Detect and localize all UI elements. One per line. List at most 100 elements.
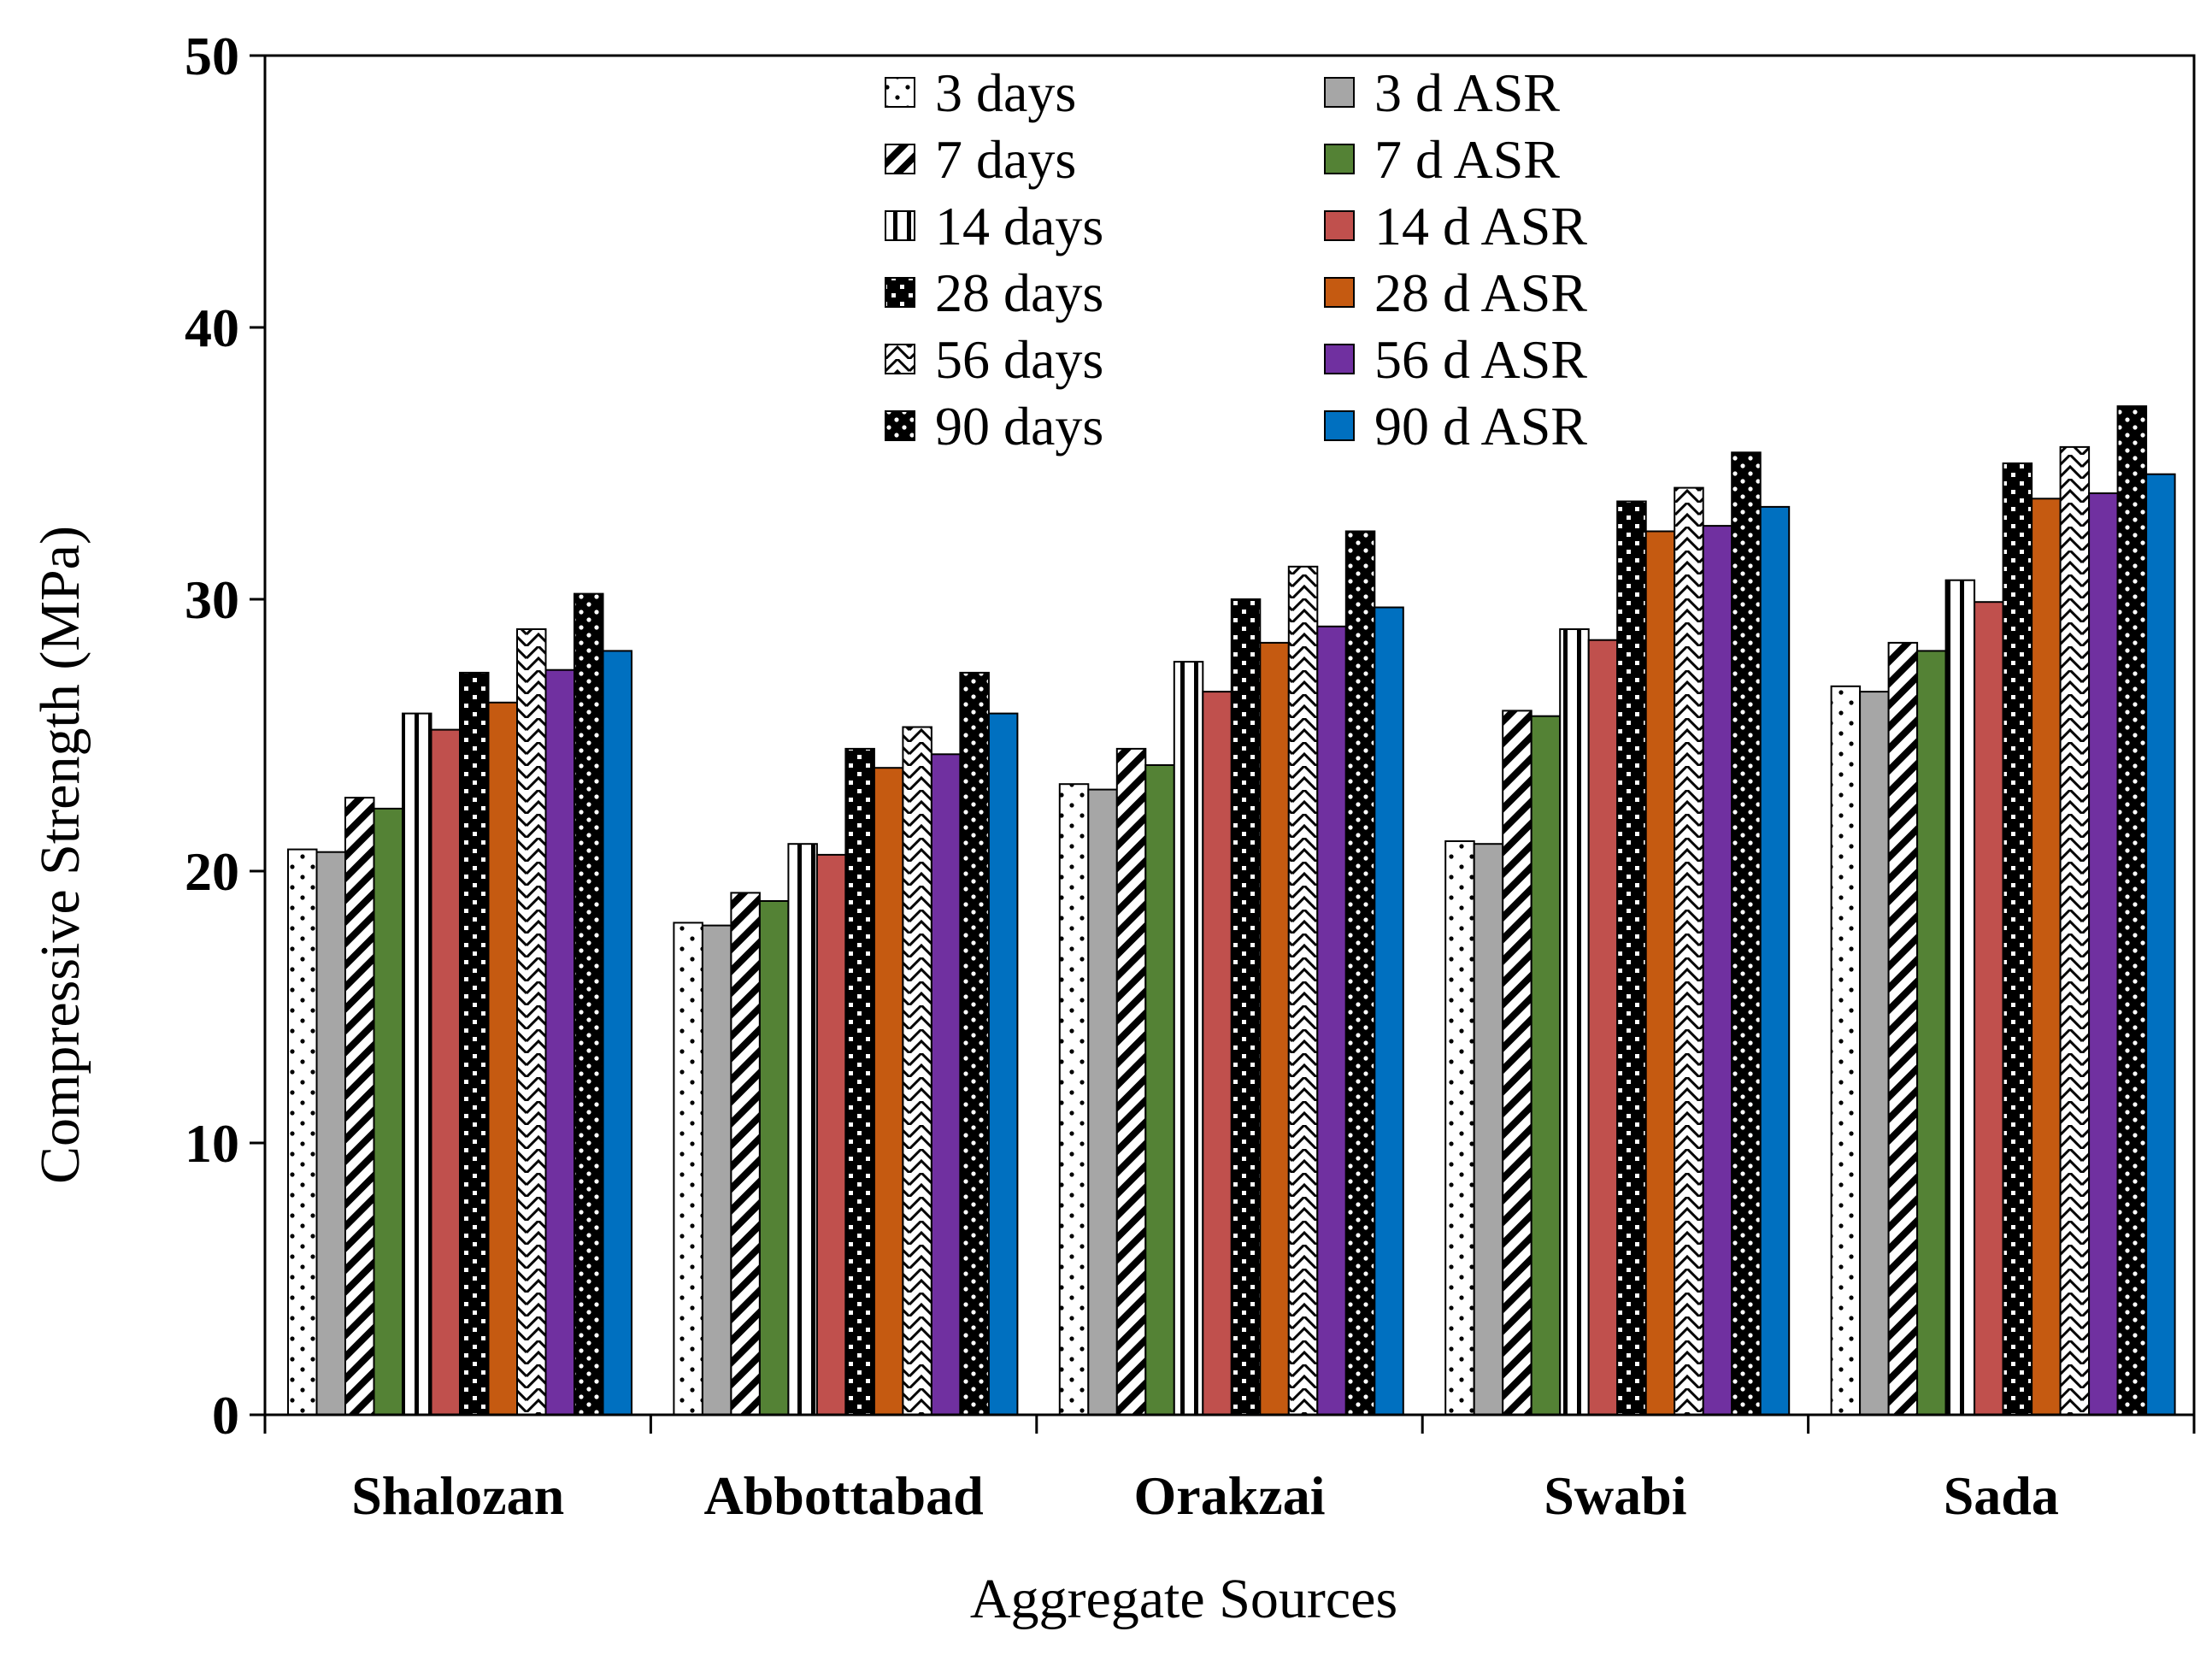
- y-tick-label-30: 30: [185, 569, 239, 630]
- legend-label-7-d-asr: 7 d ASR: [1374, 129, 1560, 190]
- bar-orakzai-7-days: [1115, 747, 1147, 1416]
- axes-layer: 0 10 20 30 40 50 Shalozan Abbottabad Orakzai Swab…: [185, 26, 2196, 1526]
- x-category-label-orakzai: Orakzai: [1134, 1465, 1326, 1526]
- x-category-label-swabi: Swabi: [1544, 1465, 1686, 1526]
- bar-swabi-56-days: [1674, 486, 1704, 1416]
- bar-abbottabad-3-days: [673, 922, 703, 1416]
- bar-orakzai-28-d-asr: [1259, 641, 1290, 1416]
- bar-swabi-90-d-asr: [1759, 505, 1791, 1416]
- bar-swabi-28-days: [1616, 500, 1647, 1416]
- bar-swabi-28-d-asr: [1644, 530, 1676, 1416]
- bar-shalozan-3-d-asr: [315, 851, 346, 1416]
- bar-shalozan-90-days: [574, 592, 604, 1416]
- x-category-label-shalozan: Shalozan: [351, 1465, 564, 1526]
- bar-sada-28-d-asr: [2031, 498, 2062, 1416]
- legend-swatch-14-days: [885, 210, 915, 241]
- y-tick-label-40: 40: [185, 297, 239, 358]
- y-tick-label-50: 50: [185, 26, 239, 86]
- bar-sada-7-days: [1887, 641, 1919, 1416]
- legend-swatch-28-d-asr: [1324, 277, 1355, 308]
- legend-label-28-days: 28 days: [935, 262, 1103, 323]
- bar-orakzai-90-d-asr: [1374, 606, 1404, 1416]
- bar-sada-3-d-asr: [1859, 691, 1890, 1416]
- bar-abbottabad-7-days: [730, 892, 761, 1416]
- bar-swabi-7-d-asr: [1530, 715, 1562, 1416]
- bar-abbottabad-90-d-asr: [987, 712, 1019, 1416]
- bar-shalozan-56-days: [516, 628, 547, 1416]
- bar-shalozan-14-d-asr: [430, 728, 461, 1416]
- legend-swatch-90-days: [885, 410, 915, 441]
- legend-swatch-56-d-asr: [1324, 344, 1355, 374]
- bar-sada-14-days: [1944, 579, 1976, 1416]
- bar-orakzai-56-days: [1287, 565, 1319, 1416]
- bar-sada-56-d-asr: [2088, 492, 2119, 1416]
- bar-orakzai-3-d-asr: [1087, 788, 1118, 1416]
- bar-orakzai-14-d-asr: [1202, 691, 1232, 1416]
- bar-abbottabad-3-d-asr: [701, 924, 732, 1416]
- legend-swatch-28-days: [885, 277, 915, 308]
- legend-swatch-7-d-asr: [1324, 144, 1355, 174]
- bar-orakzai-3-days: [1058, 783, 1090, 1416]
- bars-layer: [287, 405, 2176, 1417]
- bar-shalozan-3-days: [287, 848, 318, 1416]
- bar-abbottabad-90-days: [959, 671, 990, 1416]
- y-tick-label-0: 0: [212, 1385, 239, 1446]
- bar-shalozan-90-d-asr: [602, 650, 632, 1416]
- legend-label-7-days: 7 days: [935, 129, 1076, 190]
- bar-abbottabad-14-d-asr: [815, 853, 847, 1416]
- bar-orakzai-90-days: [1344, 530, 1376, 1416]
- bar-sada-3-days: [1830, 685, 1862, 1416]
- bar-shalozan-56-d-asr: [544, 669, 575, 1416]
- legend-label-56-d-asr: 56 d ASR: [1374, 329, 1587, 390]
- bar-shalozan-7-days: [344, 797, 375, 1416]
- bar-abbottabad-14-days: [787, 843, 818, 1416]
- legend-swatch-3-days: [885, 77, 915, 108]
- bar-sada-7-d-asr: [1916, 650, 1947, 1416]
- legend-swatch-56-days: [885, 344, 915, 374]
- bar-shalozan-28-d-asr: [487, 701, 518, 1416]
- legend-label-3-d-asr: 3 d ASR: [1374, 62, 1560, 123]
- legend-label-3-days: 3 days: [935, 62, 1076, 123]
- x-category-label-abbottabad: Abbottabad: [703, 1465, 983, 1526]
- bar-shalozan-14-days: [402, 712, 432, 1416]
- legend-label-90-d-asr: 90 d ASR: [1374, 396, 1587, 456]
- bar-orakzai-7-d-asr: [1144, 764, 1175, 1416]
- legend-label-90-days: 90 days: [935, 396, 1103, 456]
- bar-abbottabad-56-d-asr: [930, 753, 962, 1416]
- bar-shalozan-7-d-asr: [373, 807, 403, 1416]
- legend-swatch-7-days: [885, 144, 915, 174]
- legend-swatch-3-d-asr: [1324, 77, 1355, 108]
- bar-abbottabad-28-days: [844, 747, 875, 1416]
- bar-swabi-3-d-asr: [1473, 843, 1504, 1416]
- bar-abbottabad-7-d-asr: [758, 900, 790, 1416]
- bar-abbottabad-28-d-asr: [873, 767, 904, 1416]
- legend-swatch-14-d-asr: [1324, 210, 1355, 241]
- bar-swabi-14-days: [1559, 628, 1590, 1416]
- bar-swabi-90-days: [1731, 451, 1762, 1416]
- bar-sada-90-days: [2116, 405, 2148, 1417]
- bar-abbottabad-56-days: [902, 726, 932, 1416]
- x-category-label-sada: Sada: [1944, 1465, 2059, 1526]
- bar-sada-90-d-asr: [2145, 473, 2176, 1417]
- bar-swabi-3-days: [1444, 840, 1475, 1416]
- bar-orakzai-14-days: [1173, 661, 1204, 1416]
- x-axis-title: Aggregate Sources: [970, 1568, 1397, 1630]
- bar-swabi-7-days: [1502, 710, 1533, 1416]
- legend-label-14-d-asr: 14 d ASR: [1374, 196, 1587, 256]
- y-tick-label-10: 10: [185, 1113, 239, 1174]
- bar-swabi-14-d-asr: [1587, 639, 1619, 1416]
- bar-swabi-56-d-asr: [1702, 525, 1733, 1416]
- plot-area-border: [263, 54, 2196, 1417]
- bar-shalozan-28-days: [459, 671, 490, 1416]
- bar-orakzai-56-d-asr: [1316, 625, 1347, 1416]
- legend-label-56-days: 56 days: [935, 329, 1103, 390]
- bar-sada-14-d-asr: [1974, 601, 2004, 1416]
- bar-sada-56-days: [2059, 445, 2091, 1416]
- y-tick-label-20: 20: [185, 841, 239, 902]
- legend-label-28-d-asr: 28 d ASR: [1374, 262, 1587, 323]
- bar-sada-28-days: [2002, 462, 2033, 1416]
- legend: 3 days 3 d ASR 7 days 7 d ASR 14 days 14 d AS…: [885, 62, 1587, 456]
- y-axis-title: Compressive Strength (MPa): [29, 526, 91, 1184]
